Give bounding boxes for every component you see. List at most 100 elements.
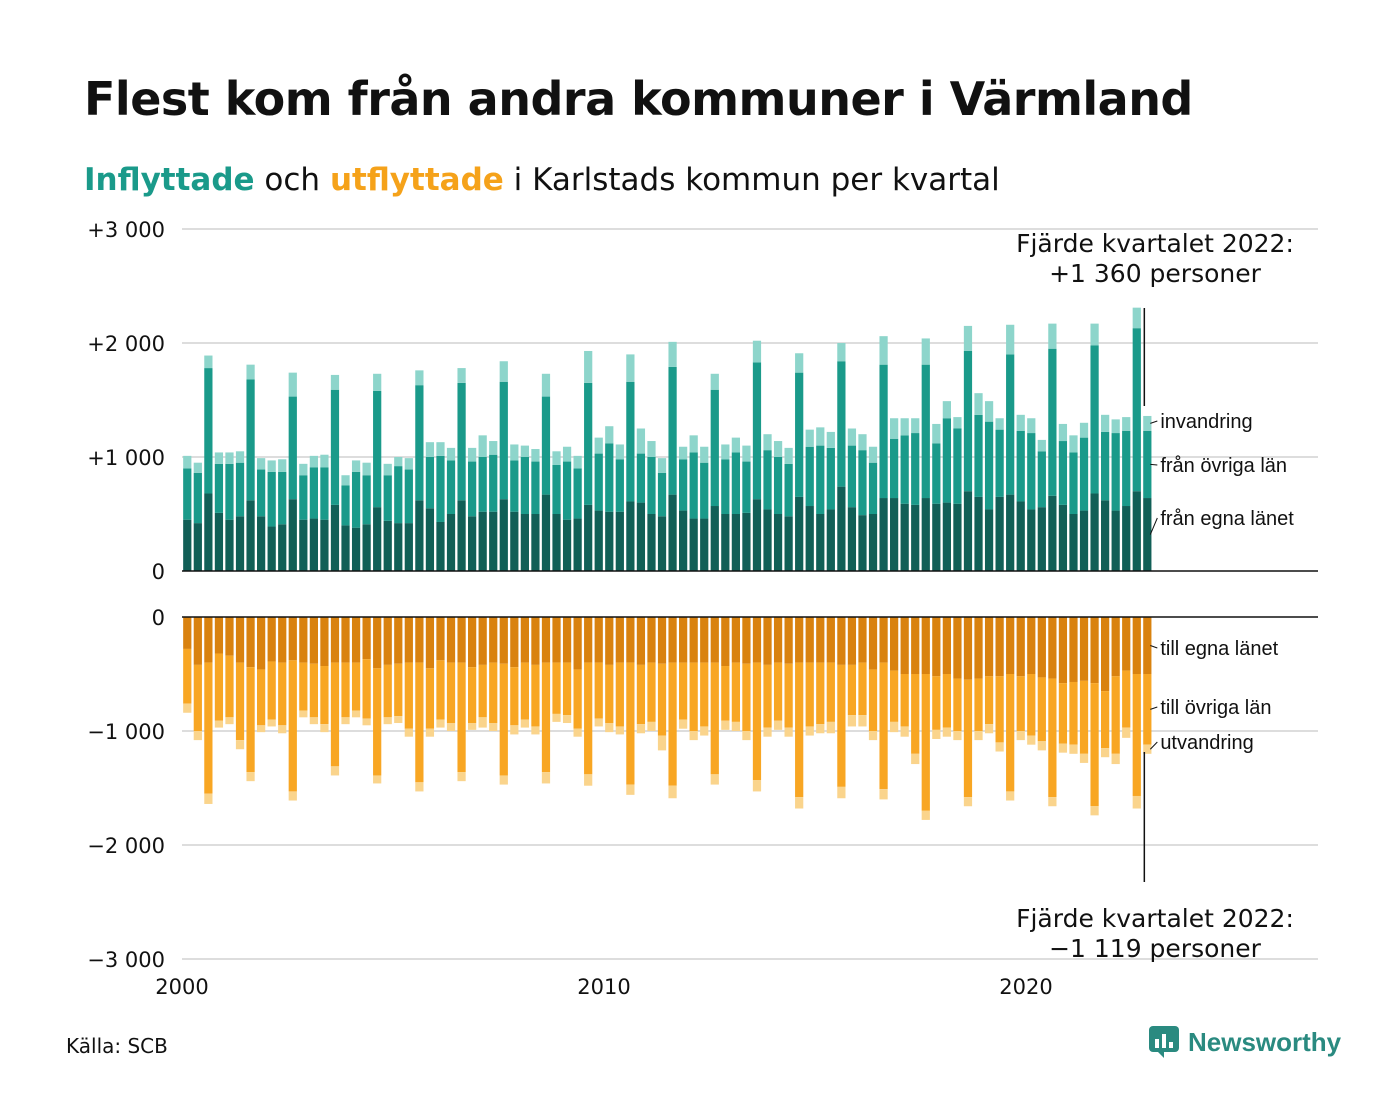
bar-utflyttade bbox=[478, 664, 487, 718]
bar-inflyttade bbox=[615, 444, 624, 460]
bar-inflyttade bbox=[193, 462, 202, 473]
bar-inflyttade bbox=[520, 457, 529, 514]
label-connector-in bbox=[1150, 420, 1158, 424]
bar-inflyttade bbox=[257, 458, 266, 470]
bar-inflyttade bbox=[457, 382, 466, 501]
bar-inflyttade bbox=[1079, 422, 1089, 438]
bar-inflyttade bbox=[425, 508, 435, 571]
bar-utflyttade bbox=[1090, 617, 1099, 684]
bar-inflyttade bbox=[805, 506, 814, 571]
bar-utflyttade bbox=[415, 782, 424, 792]
bar-utflyttade bbox=[668, 662, 677, 786]
bar-utflyttade bbox=[404, 728, 413, 737]
bar-utflyttade bbox=[953, 731, 962, 741]
gridlines bbox=[182, 228, 1318, 960]
bar-inflyttade bbox=[246, 364, 255, 380]
y-tick-label-out: −3 000 bbox=[87, 948, 165, 972]
bar-inflyttade bbox=[457, 368, 466, 383]
bar-utflyttade bbox=[1079, 680, 1089, 754]
bar-utflyttade bbox=[816, 617, 825, 663]
bar-inflyttade bbox=[963, 325, 973, 351]
bar-utflyttade bbox=[1132, 674, 1141, 796]
bar-inflyttade bbox=[478, 435, 487, 457]
bar-inflyttade bbox=[837, 486, 846, 571]
bar-utflyttade bbox=[1048, 678, 1057, 798]
bar-utflyttade bbox=[225, 617, 234, 656]
bar-inflyttade bbox=[489, 441, 498, 455]
bar-inflyttade bbox=[900, 503, 909, 571]
bar-inflyttade bbox=[341, 485, 350, 526]
bar-utflyttade bbox=[1132, 795, 1141, 809]
bar-inflyttade bbox=[436, 455, 445, 522]
bar-utflyttade bbox=[942, 617, 951, 674]
bar-inflyttade bbox=[858, 434, 867, 451]
bar-inflyttade bbox=[415, 370, 424, 386]
bar-utflyttade bbox=[752, 617, 762, 663]
bar-inflyttade bbox=[373, 390, 382, 508]
label-connector-out bbox=[1150, 706, 1158, 710]
bar-inflyttade bbox=[394, 457, 403, 467]
bar-utflyttade bbox=[805, 662, 814, 727]
bar-utflyttade bbox=[394, 663, 403, 717]
x-tick-label: 2020 bbox=[999, 975, 1052, 999]
bar-utflyttade bbox=[594, 662, 603, 719]
bar-inflyttade bbox=[647, 457, 656, 514]
x-tick-label: 2010 bbox=[577, 975, 630, 999]
bar-inflyttade bbox=[320, 519, 329, 571]
bar-inflyttade bbox=[541, 373, 551, 397]
bar-utflyttade bbox=[278, 617, 287, 663]
bar-utflyttade bbox=[573, 728, 582, 737]
bar-utflyttade bbox=[489, 662, 498, 724]
bar-utflyttade bbox=[1027, 735, 1036, 745]
bar-inflyttade bbox=[1027, 433, 1036, 510]
bar-utflyttade bbox=[257, 725, 266, 733]
newsworthy-logo-icon bbox=[1149, 1026, 1179, 1058]
bar-inflyttade bbox=[573, 455, 582, 469]
bar-utflyttade bbox=[1111, 676, 1120, 754]
bar-inflyttade bbox=[984, 421, 994, 510]
bar-inflyttade bbox=[183, 519, 192, 571]
bar-utflyttade bbox=[299, 662, 308, 711]
bar-utflyttade bbox=[183, 703, 192, 713]
bar-utflyttade bbox=[404, 617, 413, 663]
bar-inflyttade bbox=[657, 458, 667, 473]
bar-utflyttade bbox=[890, 670, 899, 722]
bar-inflyttade bbox=[510, 444, 519, 461]
bar-utflyttade bbox=[742, 617, 751, 664]
bar-inflyttade bbox=[605, 443, 614, 512]
bar-inflyttade bbox=[942, 418, 951, 503]
bar-inflyttade bbox=[1048, 348, 1057, 496]
bar-inflyttade bbox=[468, 461, 477, 517]
bar-inflyttade bbox=[721, 514, 730, 571]
bar-inflyttade bbox=[299, 519, 308, 571]
bar-utflyttade bbox=[942, 674, 951, 728]
bar-utflyttade bbox=[267, 719, 276, 727]
bar-utflyttade bbox=[510, 667, 519, 726]
brand-logo: Newsworthy bbox=[1148, 1025, 1341, 1059]
bar-utflyttade bbox=[520, 662, 529, 720]
bar-utflyttade bbox=[847, 715, 857, 727]
bar-utflyttade bbox=[562, 715, 572, 724]
bar-inflyttade bbox=[573, 468, 582, 519]
bar-utflyttade bbox=[520, 617, 529, 663]
bar-utflyttade bbox=[784, 663, 793, 728]
bar-inflyttade bbox=[1048, 323, 1057, 349]
bar-inflyttade bbox=[1069, 514, 1078, 571]
bar-inflyttade bbox=[763, 450, 772, 510]
bar-inflyttade bbox=[351, 460, 361, 472]
bar-utflyttade bbox=[1111, 617, 1120, 677]
bar-utflyttade bbox=[963, 797, 973, 807]
bar-inflyttade bbox=[689, 435, 698, 453]
bar-inflyttade bbox=[1006, 494, 1015, 571]
y-tick-label-out: −2 000 bbox=[87, 834, 165, 858]
bar-utflyttade bbox=[457, 772, 466, 782]
bar-utflyttade bbox=[742, 731, 751, 741]
segment-label-out: till egna länet bbox=[1160, 638, 1278, 660]
bar-utflyttade bbox=[1058, 683, 1068, 744]
bar-utflyttade bbox=[1143, 744, 1152, 754]
bar-inflyttade bbox=[594, 510, 603, 571]
bar-utflyttade bbox=[552, 662, 561, 714]
bar-utflyttade bbox=[520, 719, 529, 728]
bar-inflyttade bbox=[278, 471, 287, 525]
bar-inflyttade bbox=[394, 523, 403, 571]
